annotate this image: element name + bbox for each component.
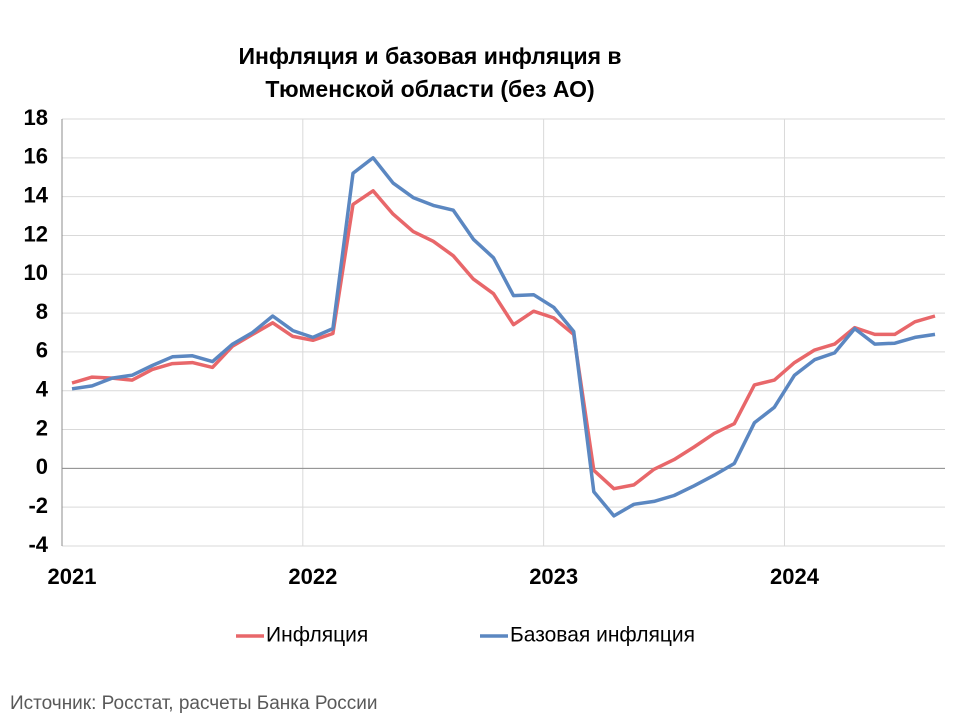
x-tick-label: 2022	[288, 564, 337, 589]
y-tick-label: -2	[28, 493, 48, 518]
source-note: Источник: Росстат, расчеты Банка России	[10, 693, 378, 714]
y-tick-label: 16	[24, 144, 48, 169]
chart-title: Тюменской области (без АО)	[265, 76, 594, 102]
x-tick-label: 2023	[529, 564, 578, 589]
y-tick-label: 0	[36, 454, 48, 479]
x-tick-label: 2021	[48, 564, 97, 589]
x-tick-label: 2024	[770, 564, 820, 589]
legend-label: Базовая инфляция	[510, 624, 695, 647]
y-tick-label: -4	[28, 532, 48, 557]
series-line	[71, 156, 936, 518]
y-tick-label: 12	[24, 221, 48, 246]
y-tick-label: 8	[36, 299, 48, 324]
y-tick-label: 18	[24, 105, 48, 130]
legend-label: Инфляция	[266, 624, 368, 647]
y-tick-label: 14	[24, 182, 49, 207]
series-line	[71, 189, 936, 491]
y-tick-label: 4	[36, 377, 49, 402]
y-tick-label: 10	[24, 260, 48, 285]
y-tick-label: 6	[36, 338, 48, 363]
y-tick-label: 2	[36, 415, 48, 440]
chart-title: Инфляция и базовая инфляция в	[238, 43, 621, 69]
